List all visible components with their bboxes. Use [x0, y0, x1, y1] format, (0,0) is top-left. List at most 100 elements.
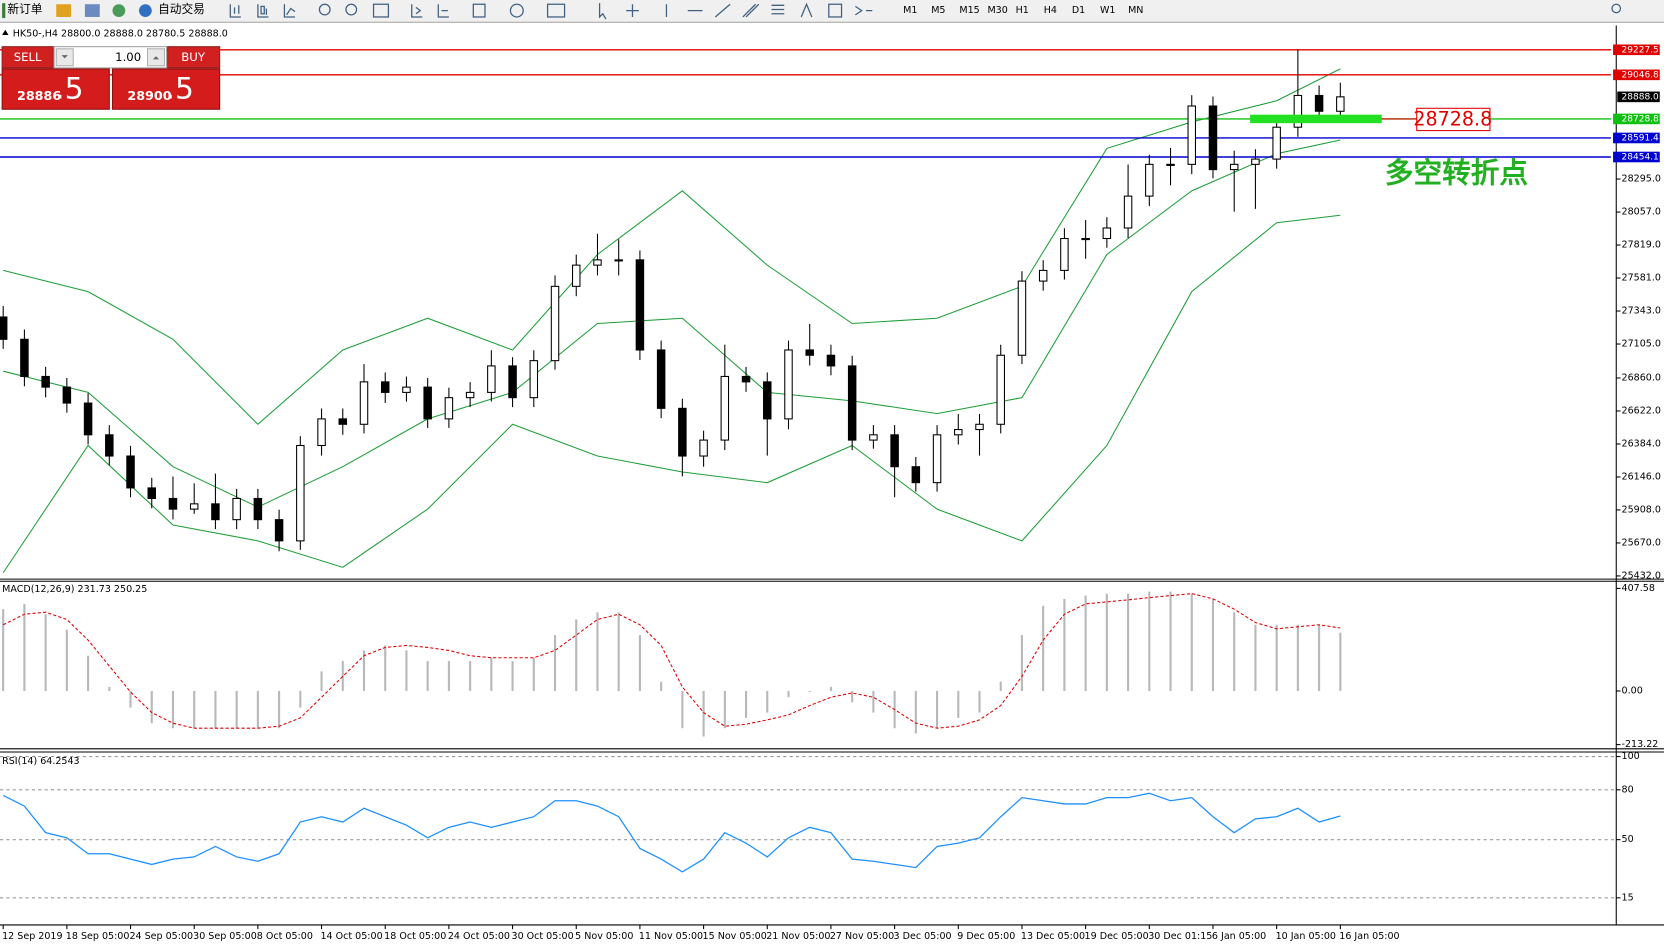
- candle-body: [105, 434, 114, 457]
- candle-body: [1166, 163, 1175, 166]
- candle-body: [656, 349, 666, 409]
- timeframe-button[interactable]: MN: [1128, 5, 1143, 16]
- lot-spinner[interactable]: [53, 46, 168, 69]
- candle-body: [1081, 237, 1090, 241]
- candle-body: [41, 375, 50, 388]
- buy-button[interactable]: [167, 46, 221, 69]
- candle-body: [1229, 163, 1239, 171]
- icon[interactable]: [318, 3, 331, 16]
- candle-body: [62, 386, 72, 404]
- level-label-bg: [1613, 69, 1660, 81]
- current-price-label: 28888.0: [1622, 92, 1660, 102]
- timeframe-button[interactable]: W1: [1100, 5, 1116, 16]
- x-tick-label: 15 Nov 05:00: [703, 931, 767, 942]
- x-tick-label: 18 Sep 05:00: [66, 931, 130, 942]
- x-tick-label: 13 Dec 05:00: [1021, 931, 1085, 942]
- icon[interactable]: [771, 4, 785, 15]
- level-label-bg: [1613, 44, 1660, 56]
- collapse-icon[interactable]: [2, 29, 9, 36]
- candle-body: [1102, 227, 1112, 240]
- icon[interactable]: [229, 4, 241, 18]
- timeframe-button[interactable]: D1: [1072, 5, 1085, 16]
- candle-body: [211, 503, 220, 521]
- rsi-line: [2, 792, 1341, 873]
- level-label: 28591.4: [1622, 133, 1660, 143]
- x-tick-label: 3 Dec 05:00: [894, 931, 952, 942]
- level-label-bg: [1613, 132, 1660, 144]
- icon[interactable]: [800, 2, 813, 18]
- buy-price-box[interactable]: [111, 68, 221, 110]
- candle-body: [550, 285, 560, 362]
- timeframe-button[interactable]: M5: [931, 5, 945, 16]
- icon[interactable]: [437, 4, 449, 18]
- icon[interactable]: [854, 5, 873, 16]
- timeframe-button[interactable]: M1: [903, 5, 917, 16]
- new-order-button[interactable]: 新订单: [7, 2, 42, 16]
- icon[interactable]: [626, 4, 639, 17]
- buy-label: BUY: [181, 50, 206, 64]
- auto-trading-button[interactable]: 自动交易: [158, 2, 205, 16]
- icon[interactable]: [56, 4, 72, 17]
- candle-body: [678, 407, 687, 457]
- macd-signal: [2, 593, 1341, 729]
- x-tick-label: 27 Nov 05:00: [830, 931, 894, 942]
- x-tick-label: 8 Oct 05:00: [257, 931, 313, 942]
- icon[interactable]: [598, 3, 607, 20]
- icon[interactable]: [509, 3, 524, 18]
- candle-body: [529, 360, 539, 399]
- candle-body: [996, 354, 1005, 425]
- chart-area: [0, 25, 1617, 925]
- candle-body: [890, 434, 899, 468]
- candle-body: [572, 264, 581, 287]
- y-tick-label: 100: [1622, 751, 1640, 762]
- candle-body: [932, 434, 942, 484]
- icon[interactable]: [84, 4, 100, 17]
- icon[interactable]: [139, 4, 152, 17]
- icon[interactable]: [472, 3, 486, 18]
- timeframe-button[interactable]: H4: [1044, 5, 1057, 16]
- candle-body: [593, 259, 602, 266]
- bollinger-upper: [3, 68, 1341, 426]
- y-tick-label: 27105.0: [1622, 339, 1661, 350]
- timeframe-button[interactable]: M15: [959, 5, 979, 16]
- candle-body: [20, 338, 29, 377]
- icon[interactable]: [411, 4, 423, 18]
- sell-price-box[interactable]: [1, 68, 110, 110]
- x-tick-label: 30 Sep 05:00: [193, 931, 257, 942]
- y-tick-label: 25432.0: [1622, 570, 1661, 581]
- trade-panel: SELL 1.00 BUY 28886 .5 28900 .5: [1, 46, 221, 110]
- lot-value[interactable]: 1.00: [115, 50, 141, 64]
- icon[interactable]: [714, 3, 731, 18]
- y-tick-label: 25670.0: [1622, 537, 1661, 548]
- ask-pips: .5: [166, 72, 194, 107]
- icon[interactable]: [283, 4, 296, 18]
- marker-label-box: [1416, 107, 1491, 132]
- y-tick-label: 80: [1622, 784, 1634, 795]
- icon[interactable]: [546, 3, 566, 18]
- icon[interactable]: [112, 4, 126, 17]
- icon[interactable]: [345, 3, 358, 16]
- candle-body: [402, 386, 411, 393]
- candle-body: [784, 349, 793, 420]
- timeframe-button[interactable]: M30: [987, 5, 1007, 16]
- icon[interactable]: [372, 3, 390, 18]
- level-label: 29227.5: [1622, 45, 1659, 55]
- bid-pips: .5: [55, 72, 83, 107]
- candle-body: [253, 497, 263, 521]
- bid-price: 28886: [17, 89, 61, 104]
- icon[interactable]: [828, 3, 843, 18]
- candle-body: [1145, 163, 1154, 197]
- candle-body: [911, 466, 921, 484]
- icon[interactable]: [257, 4, 269, 18]
- candle-body: [699, 439, 708, 457]
- timeframe-button[interactable]: H1: [1016, 5, 1029, 16]
- candle-body: [1060, 237, 1069, 271]
- macd-label: MACD(12,26,9) 231.73 250.25: [2, 584, 147, 595]
- icon[interactable]: [742, 3, 760, 18]
- sell-button[interactable]: [1, 46, 54, 69]
- y-tick-label: 26622.0: [1622, 405, 1661, 416]
- x-tick-label: 24 Sep 05:00: [129, 931, 193, 942]
- x-tick-label: 14 Oct 05:00: [320, 931, 382, 942]
- search-icon[interactable]: [1611, 3, 1622, 14]
